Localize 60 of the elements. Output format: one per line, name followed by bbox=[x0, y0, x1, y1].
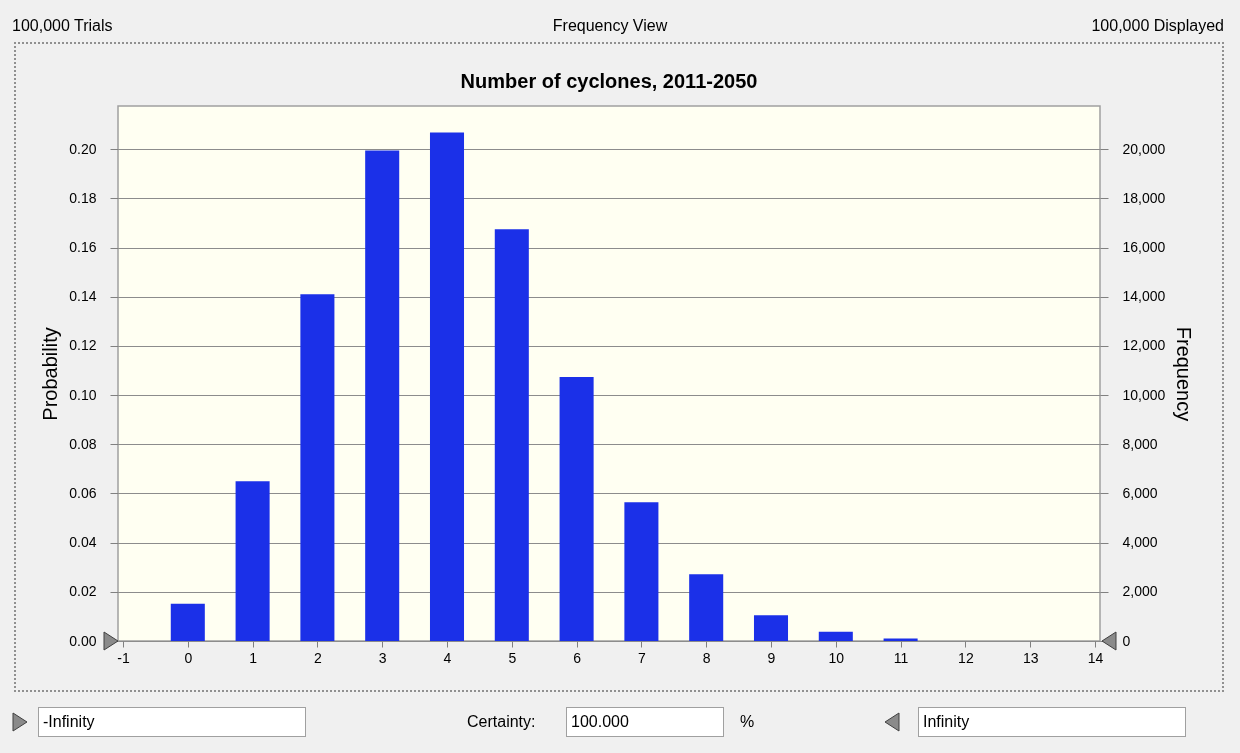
text: 100,000 Displayed bbox=[1091, 17, 1224, 35]
bar bbox=[818, 631, 853, 641]
x-tick-label: 8 bbox=[702, 649, 711, 666]
bar bbox=[365, 150, 400, 641]
x-tick-label: 0 bbox=[184, 649, 193, 666]
y-tick-label: 0.14 bbox=[69, 288, 97, 305]
y2-tick-label: 12,000 bbox=[1122, 337, 1166, 354]
text: 100,000 Trials bbox=[12, 17, 113, 35]
bar bbox=[559, 376, 594, 641]
y-tick-label: 0.04 bbox=[69, 534, 97, 551]
bar bbox=[429, 132, 465, 641]
y2-tick-label: 14,000 bbox=[1122, 288, 1166, 305]
bar bbox=[753, 615, 789, 641]
y2-axis-title: Frequency bbox=[1173, 326, 1196, 422]
x-tick-label: 7 bbox=[638, 649, 646, 666]
x-tick-label: 10 bbox=[828, 649, 845, 666]
y-tick-label: 0.02 bbox=[69, 583, 97, 600]
y2-tick-label: 20,000 bbox=[1122, 140, 1166, 157]
y-tick-label: 0.18 bbox=[69, 189, 97, 206]
x-tick-label: 13 bbox=[1022, 649, 1039, 666]
x-tick-label: -1 bbox=[117, 649, 130, 666]
y-tick-label: 0.00 bbox=[69, 632, 97, 649]
bar bbox=[300, 294, 335, 641]
x-tick-label: 4 bbox=[443, 649, 452, 666]
x-tick-label: 12 bbox=[958, 649, 974, 666]
bar bbox=[235, 481, 270, 641]
x-tick-label: 14 bbox=[1087, 649, 1104, 666]
y2-tick-label: 10,000 bbox=[1122, 386, 1166, 403]
y-tick-label: 0.20 bbox=[69, 140, 97, 157]
bar bbox=[689, 574, 724, 641]
y-tick-label: 0.06 bbox=[69, 484, 97, 501]
y2-tick-label: 8,000 bbox=[1122, 435, 1158, 452]
text: -Infinity bbox=[38, 707, 306, 737]
y-tick-label: 0.08 bbox=[69, 435, 97, 452]
y-tick-label: 0.12 bbox=[69, 337, 97, 354]
y2-tick-label: 18,000 bbox=[1122, 189, 1166, 206]
text: Frequency View bbox=[552, 17, 668, 35]
bar bbox=[170, 603, 205, 641]
chart-title: Number of cyclones, 2011-2050 bbox=[460, 70, 758, 92]
y2-tick-label: 16,000 bbox=[1122, 239, 1166, 256]
text: % bbox=[740, 713, 755, 731]
y-axis-title: Probability bbox=[39, 327, 62, 421]
y2-tick-label: 2,000 bbox=[1122, 583, 1158, 600]
y2-tick-label: 4,000 bbox=[1122, 534, 1158, 551]
text: 100.000 bbox=[566, 707, 724, 737]
x-tick-label: 11 bbox=[893, 649, 909, 666]
x-tick-label: 9 bbox=[767, 649, 776, 666]
y-tick-label: 0.16 bbox=[69, 239, 97, 256]
bar bbox=[494, 229, 529, 641]
text: Certainty: bbox=[467, 713, 536, 731]
y-tick-label: 0.10 bbox=[69, 386, 97, 403]
x-tick-label: 1 bbox=[249, 649, 258, 666]
x-tick-label: 5 bbox=[508, 649, 517, 666]
x-tick-label: 2 bbox=[314, 649, 322, 666]
bar bbox=[624, 502, 659, 641]
y2-tick-label: 6,000 bbox=[1122, 484, 1158, 501]
y2-tick-label: 0 bbox=[1122, 632, 1131, 649]
text: Infinity bbox=[918, 707, 1186, 737]
x-tick-label: 6 bbox=[573, 649, 582, 666]
x-tick-label: 3 bbox=[378, 649, 387, 666]
